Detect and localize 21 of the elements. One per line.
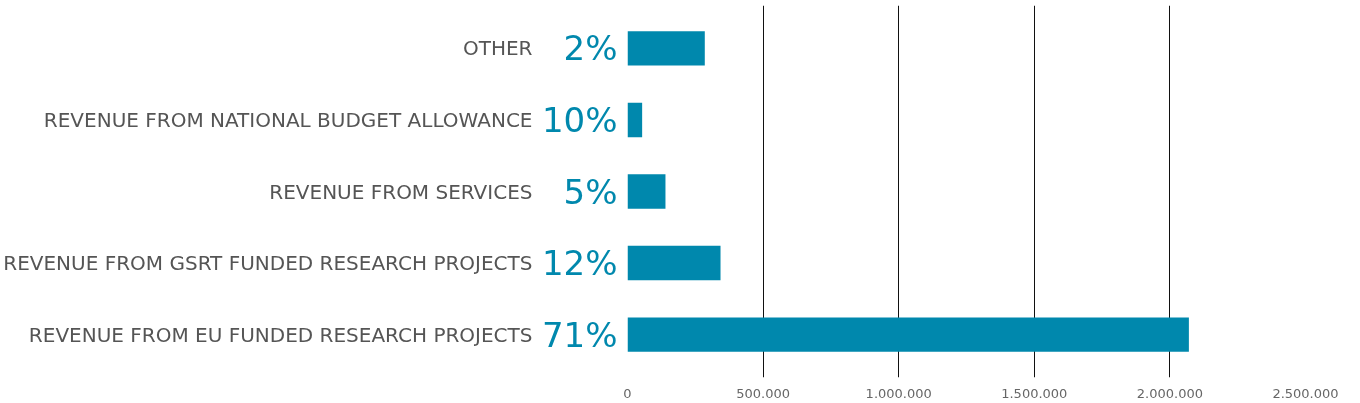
- y-tick-label: OTHER: [462, 36, 533, 61]
- x-tick-label: 500.000: [736, 385, 790, 401]
- x-tick-label: 1.500.000: [1001, 385, 1068, 401]
- bar: [627, 174, 666, 209]
- y-tick-label: REVENUE FROM GSRT FUNDED RESEARCH PROJECTS: [3, 251, 533, 276]
- x-tick-label: 0: [623, 385, 632, 401]
- y-tick-label: REVENUE FROM EU FUNDED RESEARCH PROJECTS: [28, 322, 533, 347]
- bar: [627, 317, 1189, 352]
- bar: [627, 31, 705, 66]
- text: 71%: [541, 314, 618, 355]
- text: 5%: [563, 171, 618, 212]
- x-tick-label: 2.000.000: [1136, 385, 1203, 401]
- text: 12%: [541, 243, 618, 284]
- text: 2%: [563, 28, 618, 69]
- text: 10%: [541, 99, 618, 140]
- x-tick-label: 1.000.000: [865, 385, 932, 401]
- y-tick-label: REVENUE FROM NATIONAL BUDGET ALLOWANCE: [43, 107, 533, 132]
- bar: [627, 102, 643, 138]
- y-tick-label: REVENUE FROM SERVICES: [269, 179, 533, 204]
- x-tick-label: 2.500.000: [1272, 385, 1339, 401]
- bar: [627, 245, 721, 281]
